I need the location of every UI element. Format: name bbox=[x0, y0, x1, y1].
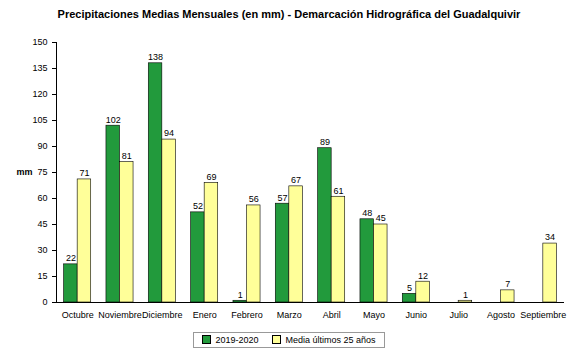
svg-text:Diciembre: Diciembre bbox=[142, 310, 183, 320]
svg-text:Agosto: Agosto bbox=[487, 310, 515, 320]
svg-text:120: 120 bbox=[32, 89, 47, 99]
svg-text:Enero: Enero bbox=[193, 310, 217, 320]
svg-text:Junio: Junio bbox=[406, 310, 428, 320]
svg-text:34: 34 bbox=[545, 232, 555, 242]
svg-text:60: 60 bbox=[37, 193, 47, 203]
svg-text:12: 12 bbox=[418, 271, 428, 281]
svg-text:45: 45 bbox=[37, 219, 47, 229]
svg-text:30: 30 bbox=[37, 245, 47, 255]
svg-text:Mayo: Mayo bbox=[363, 310, 385, 320]
svg-text:94: 94 bbox=[164, 128, 174, 138]
svg-text:1: 1 bbox=[463, 290, 468, 300]
svg-text:81: 81 bbox=[122, 151, 132, 161]
svg-text:Septiembre: Septiembre bbox=[520, 310, 566, 320]
svg-text:Febrero: Febrero bbox=[231, 310, 263, 320]
html-text:2019-2020: 2019-2020 bbox=[215, 334, 259, 345]
svg-text:135: 135 bbox=[32, 63, 47, 73]
svg-text:138: 138 bbox=[148, 52, 163, 62]
svg-text:22: 22 bbox=[66, 253, 76, 263]
svg-text:71: 71 bbox=[79, 168, 89, 178]
svg-text:0: 0 bbox=[42, 297, 47, 307]
svg-text:102: 102 bbox=[106, 115, 121, 125]
svg-text:Julio: Julio bbox=[449, 310, 468, 320]
svg-text:150: 150 bbox=[32, 37, 47, 47]
html-text:Media últimos 25 años: Media últimos 25 años bbox=[285, 334, 376, 345]
svg-text:69: 69 bbox=[206, 172, 216, 182]
svg-text:15: 15 bbox=[37, 271, 47, 281]
svg-text:61: 61 bbox=[333, 186, 343, 196]
svg-text:45: 45 bbox=[376, 213, 386, 223]
svg-text:1: 1 bbox=[238, 290, 243, 300]
svg-text:89: 89 bbox=[320, 137, 330, 147]
svg-text:52: 52 bbox=[193, 201, 203, 211]
svg-text:57: 57 bbox=[278, 193, 288, 203]
svg-text:105: 105 bbox=[32, 115, 47, 125]
svg-text:Noviembre: Noviembre bbox=[98, 310, 142, 320]
svg-text:mm: mm bbox=[17, 167, 33, 177]
svg-text:5: 5 bbox=[407, 283, 412, 293]
svg-text:48: 48 bbox=[362, 208, 372, 218]
svg-text:90: 90 bbox=[37, 141, 47, 151]
svg-text:67: 67 bbox=[291, 175, 301, 185]
svg-text:56: 56 bbox=[249, 194, 259, 204]
html-text:Precipitaciones Medias Mensual: Precipitaciones Medias Mensuales (en mm)… bbox=[57, 8, 521, 20]
svg-text:Abril: Abril bbox=[323, 310, 341, 320]
svg-text:Octubre: Octubre bbox=[62, 310, 94, 320]
svg-text:7: 7 bbox=[505, 279, 510, 289]
svg-text:75: 75 bbox=[37, 167, 47, 177]
svg-text:Marzo: Marzo bbox=[277, 310, 302, 320]
